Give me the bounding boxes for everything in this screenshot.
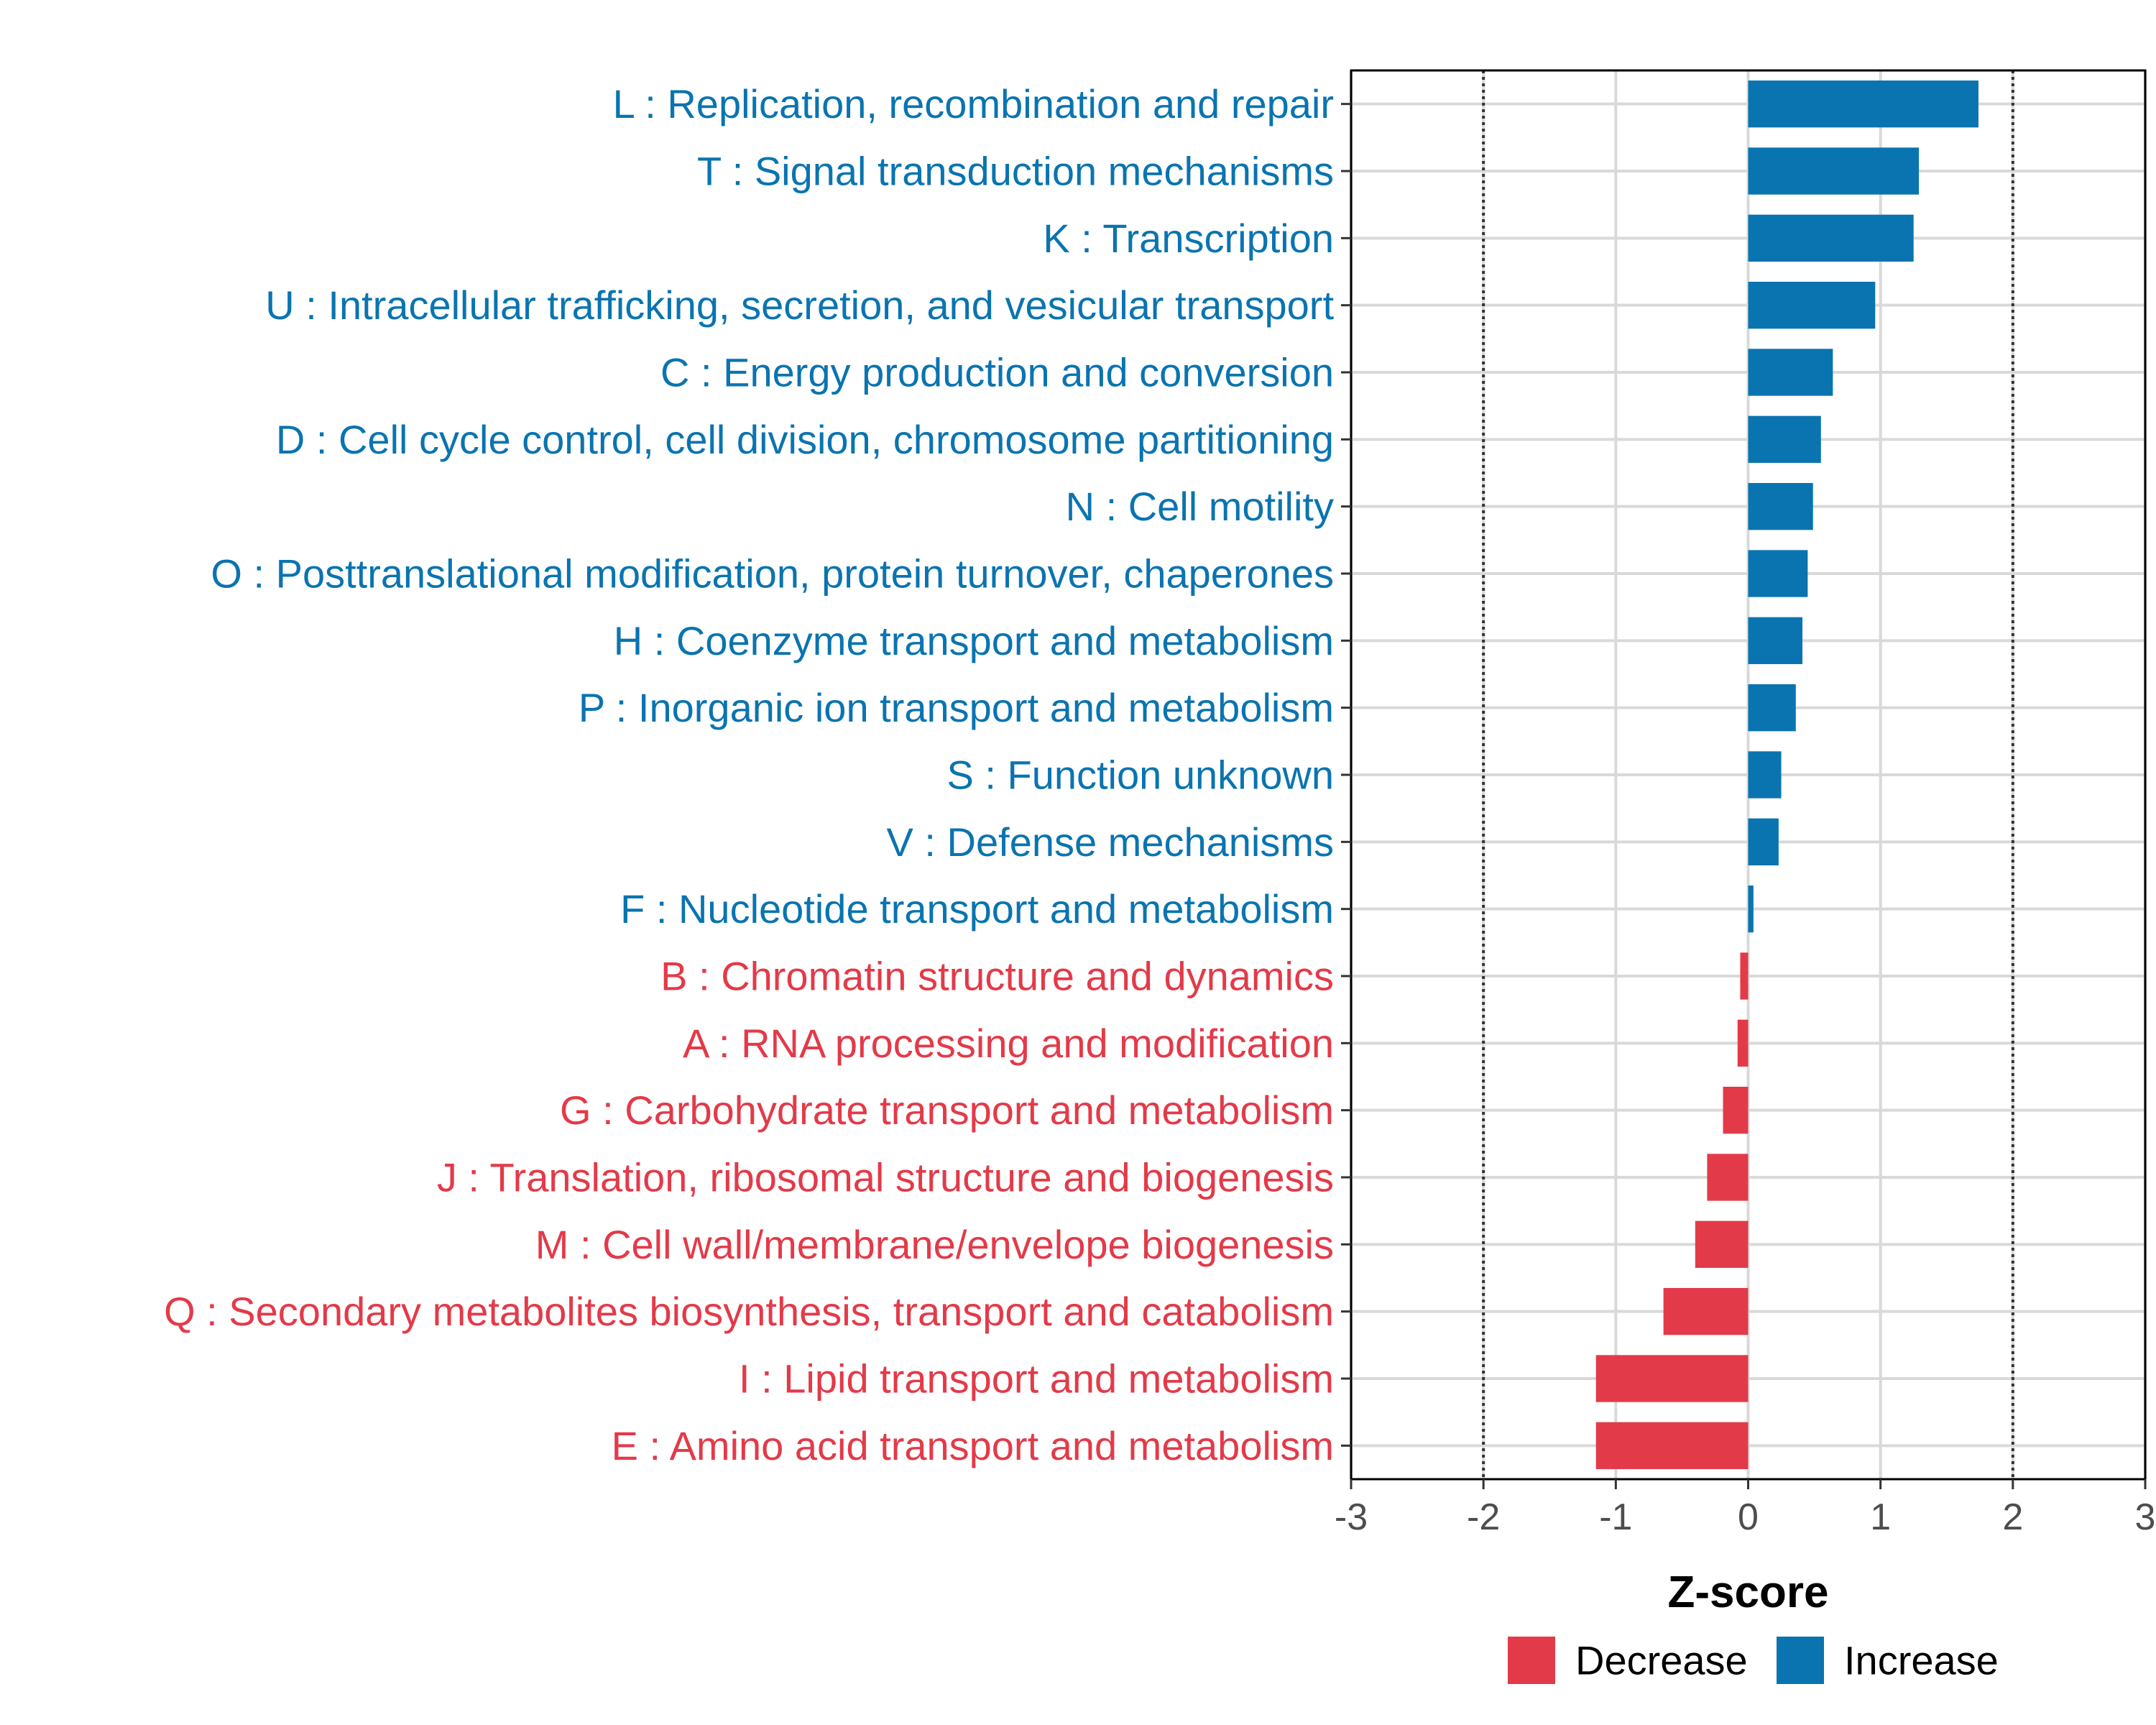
legend: Decrease Increase — [1508, 1637, 1999, 1684]
x-tick-label: 2 — [2002, 1496, 2023, 1538]
category-label: I : Lipid transport and metabolism — [739, 1356, 1334, 1402]
bar-j — [1707, 1154, 1749, 1201]
bar-c — [1748, 349, 1833, 396]
x-tick-label: 0 — [1738, 1496, 1759, 1538]
bar-layer — [1595, 80, 1978, 1469]
category-label: S : Function unknown — [946, 753, 1334, 798]
category-label: M : Cell wall/membrane/envelope biogenes… — [535, 1222, 1334, 1267]
category-label: K : Transcription — [1043, 216, 1334, 261]
bar-l — [1748, 80, 1978, 128]
x-tick-label: -3 — [1335, 1496, 1368, 1538]
legend-key-increase — [1777, 1637, 1824, 1684]
x-tick-label: 3 — [2135, 1496, 2156, 1538]
bar-d — [1748, 415, 1821, 463]
bar-n — [1748, 483, 1813, 530]
bar-k — [1748, 214, 1914, 262]
bar-m — [1695, 1220, 1749, 1268]
category-label: P : Inorganic ion transport and metaboli… — [579, 685, 1334, 730]
category-label: H : Coenzyme transport and metabolism — [614, 618, 1334, 663]
category-label: J : Translation, ribosomal structure and… — [437, 1155, 1334, 1200]
category-label: D : Cell cycle control, cell division, c… — [276, 417, 1334, 462]
legend-key-decrease — [1508, 1637, 1555, 1684]
category-label: V : Defense mechanisms — [887, 819, 1334, 865]
category-label: G : Carbohydrate transport and metabolis… — [560, 1087, 1334, 1133]
bar-u — [1748, 282, 1876, 329]
x-tick-label: -1 — [1599, 1496, 1632, 1538]
category-label: U : Intracellular trafficking, secretion… — [265, 282, 1334, 328]
category-label: N : Cell motility — [1066, 484, 1334, 529]
reference-lines — [1482, 70, 2014, 1479]
category-label: L : Replication, recombination and repai… — [613, 81, 1334, 126]
category-label: E : Amino acid transport and metabolism — [612, 1423, 1334, 1468]
bar-i — [1595, 1355, 1749, 1402]
category-label: A : RNA processing and modification — [683, 1021, 1334, 1066]
bar-a — [1737, 1019, 1749, 1067]
category-label: B : Chromatin structure and dynamics — [660, 954, 1334, 999]
legend-label-decrease: Decrease — [1575, 1638, 1748, 1683]
bar-o — [1748, 550, 1808, 597]
bar-b — [1740, 952, 1749, 1000]
category-label: C : Energy production and conversion — [660, 350, 1334, 395]
category-label: Q : Secondary metabolites biosynthesis, … — [164, 1289, 1334, 1334]
bar-g — [1723, 1087, 1749, 1134]
bar-s — [1748, 751, 1782, 799]
bar-v — [1748, 818, 1779, 865]
bar-p — [1748, 684, 1796, 732]
category-label: O : Posttranslational modification, prot… — [211, 551, 1334, 597]
x-tick-label: 1 — [1870, 1496, 1891, 1538]
bar-t — [1748, 147, 1920, 195]
legend-label-increase: Increase — [1844, 1638, 1999, 1683]
x-tick-labels: -3 -2 -1 0 1 2 3 — [1335, 1496, 2156, 1538]
y-axis-ticks — [1341, 103, 1351, 1447]
bar-q — [1663, 1288, 1749, 1335]
category-label: T : Signal transduction mechanisms — [697, 149, 1334, 194]
category-label: F : Nucleotide transport and metabolism — [620, 886, 1334, 932]
x-axis-ticks — [1350, 1479, 2147, 1489]
category-labels: L : Replication, recombination and repai… — [164, 81, 1334, 1468]
bar-f — [1748, 886, 1754, 933]
bar-e — [1595, 1422, 1749, 1469]
x-axis-title: Z-score — [1668, 1568, 1829, 1617]
x-tick-label: -2 — [1467, 1496, 1500, 1538]
bar-h — [1748, 617, 1803, 664]
